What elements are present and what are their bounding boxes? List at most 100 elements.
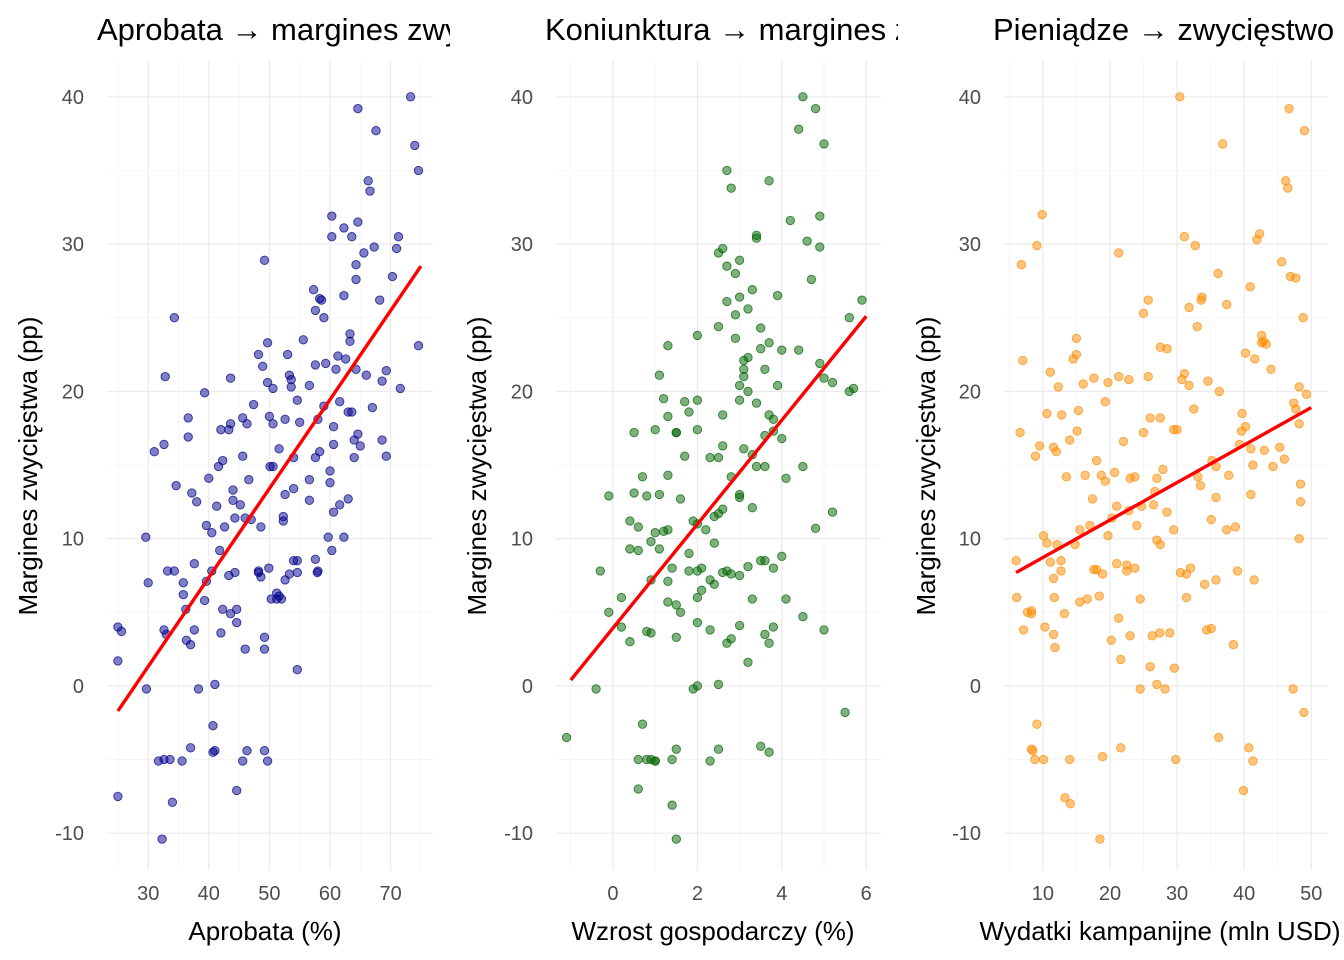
data-point bbox=[310, 554, 321, 564]
data-point bbox=[292, 395, 302, 405]
data-point bbox=[391, 243, 402, 254]
data-point bbox=[210, 746, 220, 756]
data-point bbox=[1103, 377, 1113, 388]
data-point bbox=[1206, 623, 1216, 634]
data-point bbox=[734, 489, 745, 500]
data-point bbox=[798, 461, 808, 472]
data-point bbox=[341, 354, 351, 364]
data-point bbox=[292, 556, 302, 566]
data-point bbox=[325, 478, 335, 488]
data-point bbox=[730, 333, 741, 343]
data-point bbox=[1244, 743, 1254, 753]
data-point bbox=[1291, 404, 1301, 414]
data-point bbox=[228, 485, 238, 495]
data-point bbox=[1181, 592, 1192, 603]
data-point bbox=[764, 747, 774, 757]
data-point bbox=[310, 360, 321, 370]
data-point bbox=[331, 364, 341, 374]
y-axis-title: Margines zwycięstwa (pp) bbox=[13, 316, 43, 615]
data-point bbox=[637, 719, 648, 729]
data-point bbox=[705, 625, 715, 635]
data-point bbox=[1197, 292, 1207, 302]
data-point bbox=[633, 754, 643, 765]
data-point bbox=[1291, 273, 1301, 283]
data-point bbox=[244, 475, 254, 485]
data-point bbox=[1232, 566, 1243, 576]
data-point bbox=[1116, 654, 1126, 665]
data-point bbox=[1138, 308, 1149, 318]
data-point bbox=[1053, 382, 1063, 392]
data-point bbox=[325, 466, 335, 476]
data-point bbox=[1097, 569, 1108, 579]
data-point bbox=[680, 397, 690, 407]
data-point bbox=[1125, 631, 1135, 641]
data-point bbox=[256, 572, 266, 582]
data-point bbox=[335, 500, 345, 510]
data-point bbox=[1034, 441, 1045, 451]
y-tick-label: -10 bbox=[952, 823, 981, 845]
data-point bbox=[1116, 743, 1126, 753]
data-point bbox=[240, 644, 250, 654]
data-point bbox=[561, 732, 572, 743]
data-point bbox=[1030, 451, 1041, 461]
data-point bbox=[701, 525, 711, 535]
data-point bbox=[178, 578, 188, 588]
data-point bbox=[650, 756, 660, 766]
data-point bbox=[349, 452, 359, 463]
data-point bbox=[1179, 232, 1190, 242]
data-point bbox=[316, 295, 327, 305]
data-point bbox=[304, 475, 315, 485]
data-point bbox=[671, 632, 681, 642]
data-point bbox=[768, 414, 779, 424]
data-point bbox=[718, 441, 728, 451]
data-point bbox=[355, 441, 365, 451]
data-point bbox=[1266, 364, 1276, 374]
data-point bbox=[1249, 575, 1259, 585]
data-point bbox=[1094, 591, 1104, 601]
data-point bbox=[713, 452, 724, 463]
data-point bbox=[650, 528, 660, 538]
data-point bbox=[722, 165, 732, 176]
data-point bbox=[692, 617, 703, 628]
data-point bbox=[259, 632, 270, 642]
data-point bbox=[806, 274, 817, 285]
data-point bbox=[1018, 625, 1029, 635]
data-point bbox=[604, 491, 614, 501]
data-point bbox=[1072, 426, 1082, 436]
data-point bbox=[304, 495, 315, 505]
data-point bbox=[625, 516, 635, 526]
data-point bbox=[116, 626, 127, 637]
data-point bbox=[1037, 209, 1047, 220]
data-point bbox=[230, 513, 240, 523]
data-point bbox=[242, 746, 252, 756]
data-point bbox=[726, 634, 736, 644]
data-point bbox=[1082, 594, 1092, 604]
data-point bbox=[768, 563, 779, 573]
data-point bbox=[1259, 445, 1269, 455]
data-point bbox=[1301, 389, 1312, 399]
data-point bbox=[781, 594, 791, 604]
data-point bbox=[230, 567, 240, 578]
data-point bbox=[1045, 367, 1055, 377]
data-point bbox=[1071, 349, 1082, 360]
data-point bbox=[1145, 662, 1155, 672]
data-point bbox=[1155, 413, 1165, 423]
y-tick-label: 30 bbox=[62, 234, 84, 256]
data-point bbox=[692, 395, 703, 405]
data-point bbox=[1246, 444, 1256, 454]
data-point bbox=[1145, 413, 1155, 423]
data-point bbox=[339, 532, 349, 542]
data-point bbox=[1114, 248, 1124, 258]
panel-money: Pieniądze → zwycięstwo Wydatki kampanijn… bbox=[911, 12, 1340, 946]
data-point bbox=[1192, 321, 1202, 332]
data-point bbox=[259, 255, 270, 265]
data-point bbox=[785, 215, 795, 226]
data-point bbox=[663, 597, 673, 607]
data-point bbox=[1160, 684, 1170, 694]
data-point bbox=[377, 376, 387, 386]
data-point bbox=[298, 335, 308, 345]
data-point bbox=[262, 338, 273, 348]
data-point bbox=[1277, 257, 1287, 267]
data-point bbox=[1298, 313, 1308, 323]
